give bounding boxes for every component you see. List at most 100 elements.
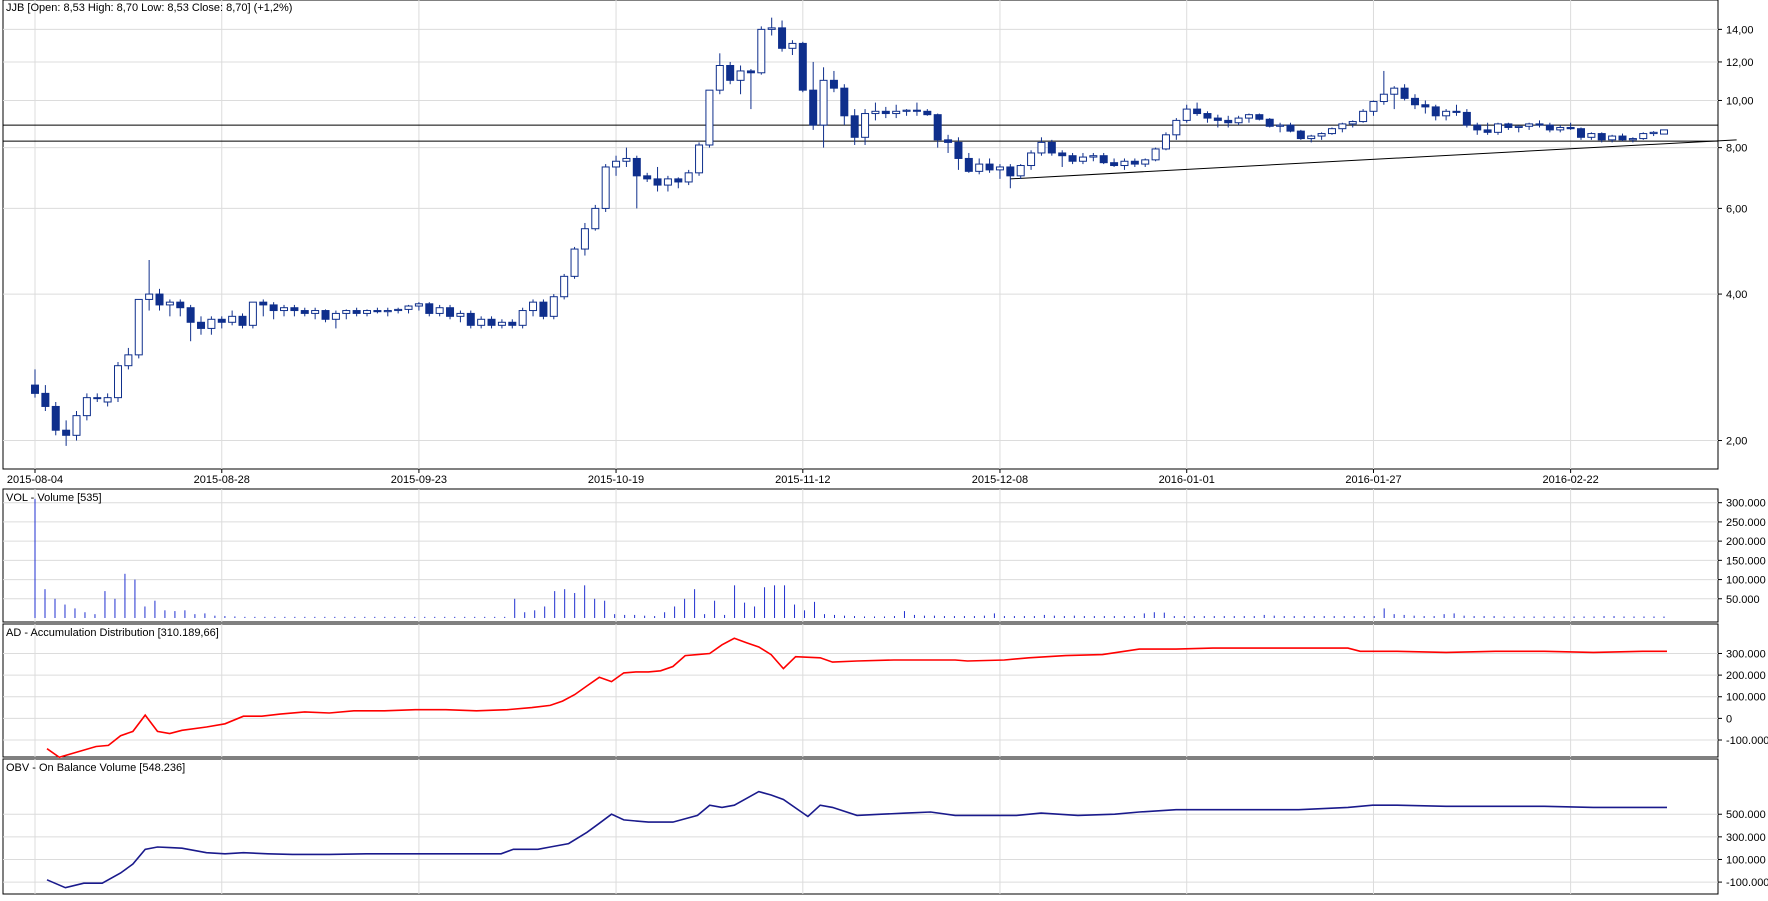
candle-body <box>1525 123 1534 127</box>
candle-body <box>580 228 589 250</box>
candle-body <box>746 70 755 74</box>
obv-series-line <box>46 790 1667 889</box>
candle-body <box>456 312 465 317</box>
candle-body <box>871 110 880 115</box>
candle-body <box>414 303 423 307</box>
candle-body <box>477 318 486 326</box>
candle-body <box>1327 128 1336 135</box>
candle-body <box>944 139 953 143</box>
candle-body <box>1514 125 1523 128</box>
candle-body <box>145 293 154 300</box>
candle-body <box>248 301 257 326</box>
candle-body <box>1068 155 1077 162</box>
candle-body <box>653 178 662 186</box>
price-y-tick-label: 10,00 <box>1726 95 1754 107</box>
candle-body <box>1369 101 1378 112</box>
obv-panel-title: OBV - On Balance Volume [548.236] <box>6 762 186 774</box>
candle-body <box>1597 133 1606 141</box>
candle-body <box>1421 104 1430 108</box>
candle-body <box>290 307 299 312</box>
candle-body <box>1649 131 1658 135</box>
candle-body <box>425 303 434 314</box>
candle-body <box>1286 124 1295 132</box>
candle-body <box>300 310 309 314</box>
candle-body <box>352 310 361 314</box>
candle-body <box>217 318 226 323</box>
candle-body <box>197 321 206 329</box>
price-y-tick-label: 6,00 <box>1726 203 1747 215</box>
ad-panel-frame <box>2 623 1719 758</box>
candle-body <box>1203 113 1212 119</box>
candle-body <box>1628 138 1637 141</box>
candle-body <box>539 301 548 317</box>
candle-body <box>1390 87 1399 95</box>
candle-body <box>321 310 330 320</box>
candle-body <box>591 207 600 230</box>
candle-body <box>1016 165 1025 177</box>
candle-body <box>1224 119 1233 124</box>
candle-body <box>715 64 724 91</box>
candle-body <box>1317 133 1326 137</box>
candle-body <box>809 89 818 126</box>
trendline <box>1010 139 1737 180</box>
obv-y-tick-label: 100.000 <box>1726 854 1766 866</box>
candle-body <box>570 248 579 277</box>
candle-body <box>1234 117 1243 124</box>
price-x-tick-label: 2015-08-04 <box>7 474 63 486</box>
candle-body <box>663 178 672 186</box>
price-y-tick-label: 12,00 <box>1726 57 1754 69</box>
candle-body <box>892 110 901 115</box>
candle-body <box>1431 106 1440 117</box>
candle-body <box>1172 119 1181 136</box>
volume-y-tick-label: 300.000 <box>1726 498 1766 510</box>
candle-body <box>1535 123 1544 126</box>
candle-body <box>238 315 247 326</box>
candle-body <box>1379 93 1388 103</box>
candle-body <box>1307 135 1316 140</box>
price-x-tick-label: 2016-01-27 <box>1345 474 1401 486</box>
volume-y-tick-label: 50.000 <box>1726 594 1760 606</box>
candle-body <box>933 114 942 141</box>
ad-panel-title: AD - Accumulation Distribution [310.189,… <box>6 627 219 639</box>
candle-body <box>995 166 1004 171</box>
volume-panel-title: VOL - Volume [535] <box>6 492 102 504</box>
candle-body <box>1618 135 1627 141</box>
ad-y-tick-label: 100.000 <box>1726 692 1766 704</box>
candle-body <box>373 310 382 313</box>
candle-body <box>601 166 610 209</box>
obv-y-tick-label: 500.000 <box>1726 809 1766 821</box>
candle-body <box>280 307 289 312</box>
candle-body <box>1639 133 1648 140</box>
volume-y-tick-label: 150.000 <box>1726 555 1766 567</box>
price-y-tick-label: 14,00 <box>1726 24 1754 36</box>
price-x-tick-label: 2016-02-22 <box>1542 474 1598 486</box>
candle-body <box>1265 118 1274 127</box>
candle-body <box>829 79 838 89</box>
candle-body <box>1483 129 1492 133</box>
ad-y-tick-label: 0 <box>1726 713 1732 725</box>
candle-body <box>1410 97 1419 106</box>
ad-y-tick-label: 200.000 <box>1726 670 1766 682</box>
candle-body <box>1151 148 1160 161</box>
candle-body <box>975 163 984 172</box>
candle-body <box>1566 126 1575 130</box>
candle-body <box>1442 110 1451 117</box>
candle-body <box>1006 166 1015 177</box>
candle-body <box>1182 108 1191 121</box>
candle-body <box>165 301 174 306</box>
candle-body <box>1161 134 1170 150</box>
candle-body <box>1473 124 1482 131</box>
candle-body <box>1193 108 1202 115</box>
candle-body <box>1244 114 1253 119</box>
candle-body <box>1089 155 1098 158</box>
candle-body <box>1141 159 1150 165</box>
candle-body <box>850 115 859 138</box>
candle-body <box>1348 121 1357 125</box>
candle-body <box>736 70 745 81</box>
candle-body <box>383 310 392 313</box>
candle-body <box>1213 117 1222 121</box>
candle-body <box>1099 155 1108 164</box>
candle-body <box>228 315 237 323</box>
candle-body <box>342 310 351 314</box>
candle-body <box>632 157 641 177</box>
